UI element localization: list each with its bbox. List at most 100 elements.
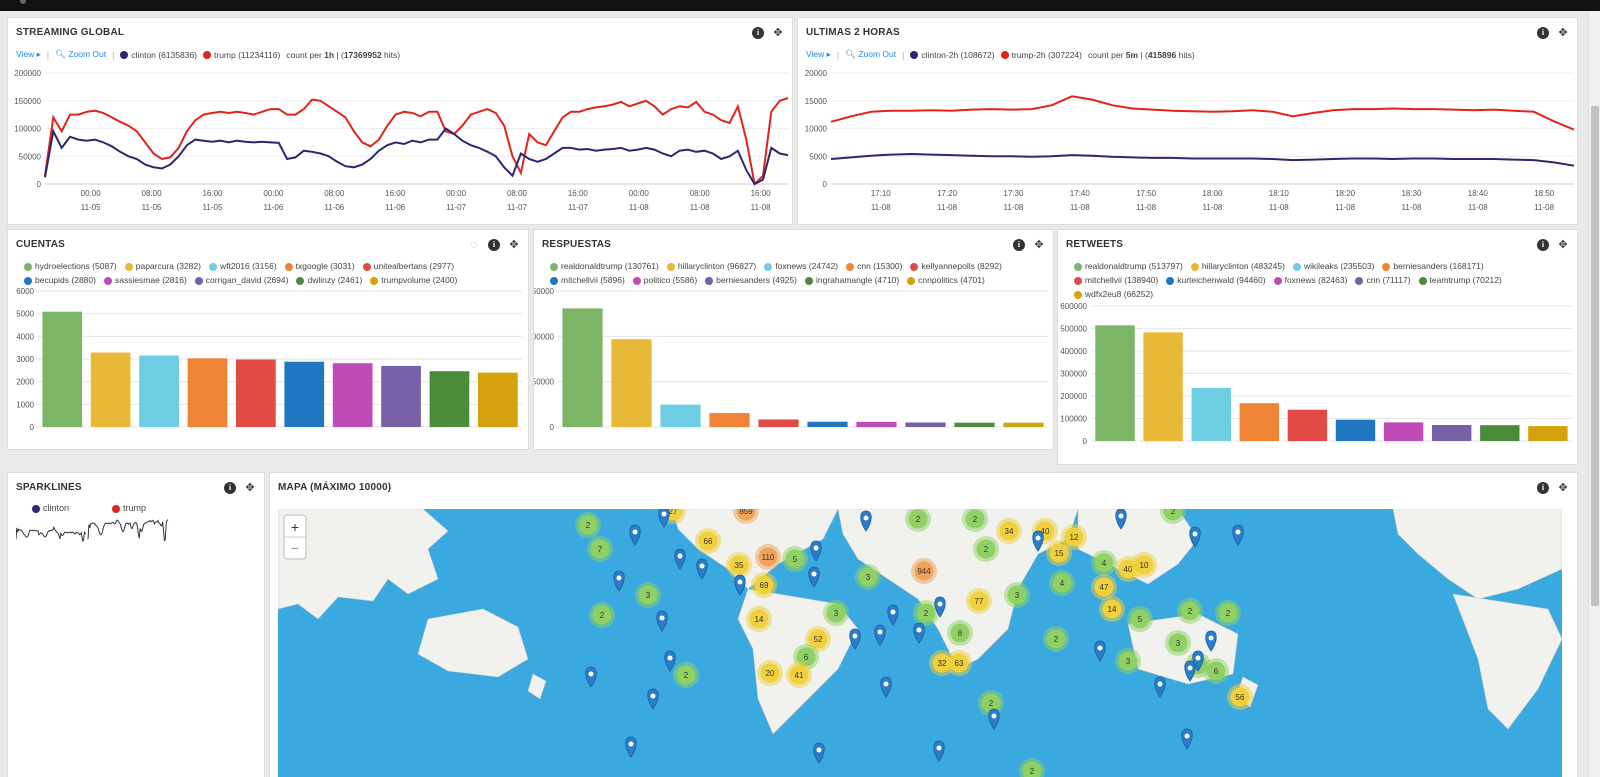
map-cluster[interactable]: 3 (855, 564, 881, 590)
map-marker-icon[interactable] (664, 650, 676, 672)
map-cluster[interactable]: 4 (1049, 570, 1075, 596)
legend-item[interactable]: wikileaks (235503) (1292, 259, 1374, 273)
legend-item[interactable]: hydroelections (5087) (24, 259, 117, 273)
legend-item[interactable]: mitchellvii (5896) (550, 273, 625, 287)
map-marker-icon[interactable] (585, 666, 597, 688)
legend-item[interactable]: berniesanders (168171) (1382, 259, 1484, 273)
map-cluster[interactable]: 2 (589, 602, 615, 628)
map-cluster[interactable]: 3 (635, 582, 661, 608)
map-cluster[interactable]: 56 (1227, 684, 1253, 710)
info-icon[interactable]: i (1537, 27, 1549, 39)
map-marker-icon[interactable] (1032, 530, 1044, 552)
info-icon[interactable]: i (1537, 482, 1549, 494)
map-cluster[interactable]: 14 (746, 606, 772, 632)
map-cluster[interactable]: 944 (911, 558, 937, 584)
bar-realdonaldtrump[interactable] (1095, 325, 1135, 441)
info-icon[interactable]: i (488, 239, 500, 251)
map-marker-icon[interactable] (874, 624, 886, 646)
legend-item[interactable]: hillaryclinton (483245) (1190, 259, 1285, 273)
cuentas-bar-chart[interactable]: 6000 5000 4000 3000 2000 1000 0 (8, 230, 529, 450)
bar-paparcura[interactable] (90, 352, 131, 427)
bar-wft2016[interactable] (139, 355, 179, 428)
legend-item[interactable]: hillaryclinton (96827) (666, 259, 756, 273)
map-marker-icon[interactable] (988, 708, 1000, 730)
map-cluster[interactable]: 2 (575, 512, 601, 538)
map-cluster[interactable]: 20 (757, 660, 783, 686)
map-cluster[interactable]: 5 (782, 546, 808, 572)
map-marker-icon[interactable] (1192, 650, 1204, 672)
map-marker-icon[interactable] (1094, 640, 1106, 662)
map-marker-icon[interactable] (1205, 630, 1217, 652)
legend-item[interactable]: paparcura (3282) (124, 259, 201, 273)
map-cluster[interactable]: 41 (786, 662, 812, 688)
map-marker-icon[interactable] (625, 736, 637, 758)
bar-txgoogle[interactable] (187, 358, 228, 427)
info-icon[interactable]: i (1013, 239, 1025, 251)
map-cluster[interactable]: 69 (751, 572, 777, 598)
bar-sassiesmae[interactable] (332, 363, 373, 427)
bar-berniesanders[interactable] (1239, 403, 1279, 441)
bar-wikileaks[interactable] (1191, 388, 1231, 441)
zoom-out-button[interactable]: 🔍︎ Zoom Out (845, 49, 896, 60)
legend-item[interactable]: trumpvolume (2400) (370, 273, 457, 287)
map-marker-icon[interactable] (933, 740, 945, 762)
map-marker-icon[interactable] (913, 622, 925, 644)
bar-ingrahamangle[interactable] (954, 422, 995, 427)
map-cluster[interactable]: 4 (1091, 550, 1117, 576)
legend-item[interactable]: wdfx2eu8 (66252) (1074, 287, 1153, 301)
map-cluster[interactable]: 47 (1091, 574, 1117, 600)
map-cluster[interactable]: 2 (1043, 626, 1069, 652)
info-icon[interactable]: i (224, 482, 236, 494)
bar-wdfx2eu8[interactable] (1528, 426, 1568, 441)
bar-mitchellvii[interactable] (1287, 409, 1328, 441)
map-marker-icon[interactable] (696, 558, 708, 580)
series-line-clinton[interactable] (44, 127, 789, 186)
map-cluster[interactable]: 3 (823, 600, 849, 626)
map-cluster[interactable]: 10 (1131, 552, 1157, 578)
legend-item[interactable]: kellyannepolls (8292) (910, 259, 1002, 273)
legend-item[interactable]: cnnpolitics (4701) (907, 273, 985, 287)
map-cluster[interactable]: 2 (978, 690, 1004, 716)
page-scrollbar[interactable] (1588, 11, 1600, 777)
map-cluster[interactable]: 34 (996, 518, 1022, 544)
map-marker-icon[interactable] (656, 610, 668, 632)
map-marker-icon[interactable] (674, 548, 686, 570)
info-icon[interactable]: i (1537, 239, 1549, 251)
bar-cnn[interactable] (1432, 425, 1472, 441)
legend-item[interactable]: cnn (15300) (846, 259, 902, 273)
move-icon[interactable]: ✥ (1558, 239, 1568, 251)
move-icon[interactable]: ✥ (1034, 239, 1044, 251)
bar-kellyannepolls[interactable] (758, 419, 799, 428)
map-cluster[interactable]: 2 (973, 536, 999, 562)
map-cluster[interactable]: 77 (966, 588, 992, 614)
map-cluster[interactable]: 2 (905, 509, 931, 532)
bar-cnn[interactable] (709, 413, 750, 427)
bar-mitchellvii[interactable] (807, 421, 848, 427)
zoom-in-button[interactable]: + (291, 519, 299, 535)
retweets-bar-chart[interactable]: 600000 500000 400000 300000 200000 100000 0 (1058, 230, 1578, 465)
legend-item[interactable]: politico (5586) (632, 273, 697, 287)
bar-dwlinzy[interactable] (429, 371, 470, 427)
map-cluster[interactable]: 2 (962, 509, 988, 532)
bar-teamtrump[interactable] (1480, 425, 1520, 441)
view-menu-button[interactable]: View ▸ (16, 49, 41, 59)
map-marker-icon[interactable] (1181, 728, 1193, 750)
move-icon[interactable]: ✥ (509, 239, 519, 251)
bar-realdonaldtrump[interactable] (562, 308, 603, 427)
bar-hillaryclinton[interactable] (611, 339, 652, 427)
map-cluster[interactable]: 5 (1127, 606, 1153, 632)
legend-item[interactable]: sassiesmae (2816) (103, 273, 187, 287)
legend-item[interactable]: unitealbertans (2977) (362, 259, 454, 273)
legend-clinton[interactable]: clinton (6135836) (120, 50, 197, 60)
move-icon[interactable]: ✥ (1558, 482, 1568, 494)
legend-item[interactable]: berniesanders (4925) (705, 273, 797, 287)
map-marker-icon[interactable] (629, 524, 641, 546)
map-cluster[interactable]: 2 (1177, 598, 1203, 624)
legend-item[interactable]: wft2016 (3156) (208, 259, 277, 273)
legend-item[interactable]: cnn (71117) (1355, 273, 1411, 287)
map-cluster[interactable]: 859 (733, 509, 759, 524)
bar-hydroelections[interactable] (42, 311, 83, 427)
map-marker-icon[interactable] (658, 509, 670, 528)
move-icon[interactable]: ✥ (1558, 27, 1568, 39)
map-cluster[interactable]: 15 (1046, 540, 1072, 566)
